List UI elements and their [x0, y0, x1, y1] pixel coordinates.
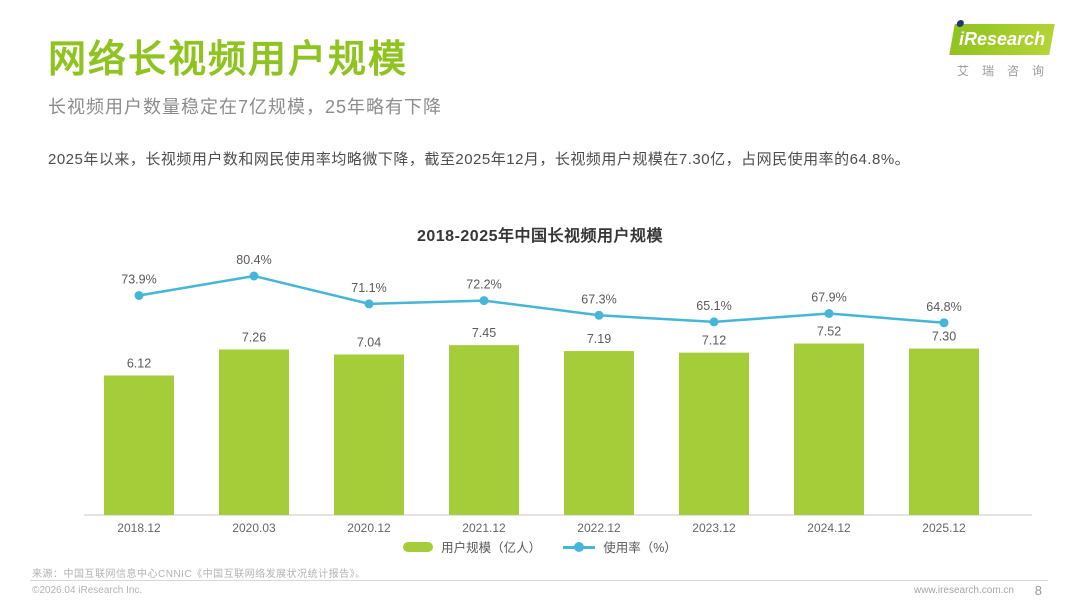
x-axis-label: 2020.12	[347, 521, 391, 535]
legend-line-swatch	[563, 541, 596, 552]
source-note: 来源：中国互联网信息中心CNNIC《中国互联网络发展状况统计报告》。	[32, 569, 366, 580]
page-title: 网络长视频用户规模	[48, 39, 409, 81]
line-value-label: 64.8%	[926, 300, 961, 314]
line-value-label: 72.2%	[466, 278, 501, 292]
line-point-2024.12	[824, 309, 834, 318]
x-axis-label: 2022.12	[577, 521, 621, 535]
user-scale-chart: 6.12 2018.12 7.26 2020.03 7.04 2020.12 7.45 202…	[84, 253, 1032, 535]
bar-2025.12	[909, 348, 979, 515]
page-subtitle: 长视频用户数量稳定在7亿规模，25年略有下降	[48, 97, 443, 117]
line-value-label: 80.4%	[236, 253, 271, 267]
iresearch-logo-mark: iResearch	[949, 20, 1055, 55]
legend-bar-label: 用户规模（亿人）	[441, 541, 542, 555]
line-point-2023.12	[709, 317, 719, 327]
bar-2023.12	[679, 352, 749, 515]
legend-bar-swatch	[403, 541, 434, 552]
line-value-label: 67.3%	[581, 292, 616, 306]
bar-value-label: 6.12	[127, 356, 151, 370]
line-value-label: 71.1%	[351, 281, 386, 295]
bar-value-label: 7.12	[702, 334, 726, 348]
x-axis-label: 2024.12	[807, 521, 851, 535]
line-point-2020.03	[249, 271, 259, 281]
x-axis-label: 2020.03	[232, 521, 276, 535]
usage-rate-line	[138, 274, 945, 325]
copyright-text: ©2026.04 iResearch Inc.	[32, 585, 143, 596]
legend-line-label: 使用率（%）	[603, 541, 677, 555]
x-axis-label: 2025.12	[922, 521, 966, 535]
bar-value-label: 7.52	[817, 325, 841, 339]
line-point-2018.12	[134, 291, 144, 300]
line-point-2025.12	[939, 318, 949, 328]
x-axis-label: 2023.12	[692, 521, 736, 535]
bar-2024.12	[794, 343, 864, 515]
bar-value-label: 7.26	[242, 330, 266, 344]
bar-2020.03	[219, 349, 289, 515]
bar-value-label: 7.04	[357, 335, 381, 349]
line-value-label: 65.1%	[696, 299, 731, 313]
page-number: 8	[1034, 583, 1042, 598]
chart-title: 2018-2025年中国长视频用户规模	[416, 228, 664, 245]
bar-2018.12	[104, 375, 174, 515]
bar-value-label: 7.19	[587, 332, 611, 346]
line-point-2021.12	[479, 296, 489, 306]
bar-value-label: 7.45	[472, 326, 496, 340]
line-point-2020.12	[364, 299, 374, 309]
logo-i-dot-icon	[956, 20, 965, 27]
bar-2020.12	[334, 354, 404, 515]
line-point-2022.12	[594, 310, 604, 320]
bar-value-label: 7.30	[932, 330, 956, 344]
line-value-label: 73.9%	[121, 273, 156, 287]
logo-chinese-name: 艾瑞咨询	[957, 64, 1058, 78]
iresearch-logo: iResearch 艾瑞咨询	[944, 20, 1058, 79]
chart-legend: 用户规模（亿人） 使用率（%）	[0, 537, 1080, 556]
bar-2022.12	[564, 351, 634, 515]
x-axis-label: 2018.12	[117, 521, 161, 535]
x-axis-label: 2021.12	[462, 521, 506, 535]
footer-divider	[30, 580, 1048, 581]
summary-paragraph: 2025年以来，长视频用户数和网民使用率均略微下降，截至2025年12月，长视频…	[48, 151, 911, 168]
website-link[interactable]: www.iresearch.com.cn	[913, 585, 1014, 596]
line-value-label: 67.9%	[811, 291, 846, 305]
bar-2021.12	[449, 345, 519, 515]
logo-brand-text: iResearch	[958, 29, 1046, 49]
